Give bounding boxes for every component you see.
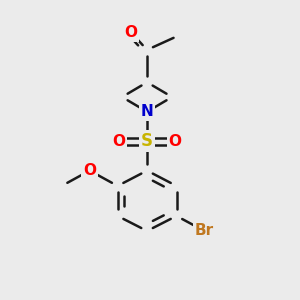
Text: S: S [141,132,153,150]
Text: O: O [124,25,137,40]
Text: Br: Br [195,224,214,238]
Text: O: O [83,163,96,178]
Text: O: O [169,134,182,149]
Text: N: N [141,104,153,119]
Text: O: O [112,134,126,149]
